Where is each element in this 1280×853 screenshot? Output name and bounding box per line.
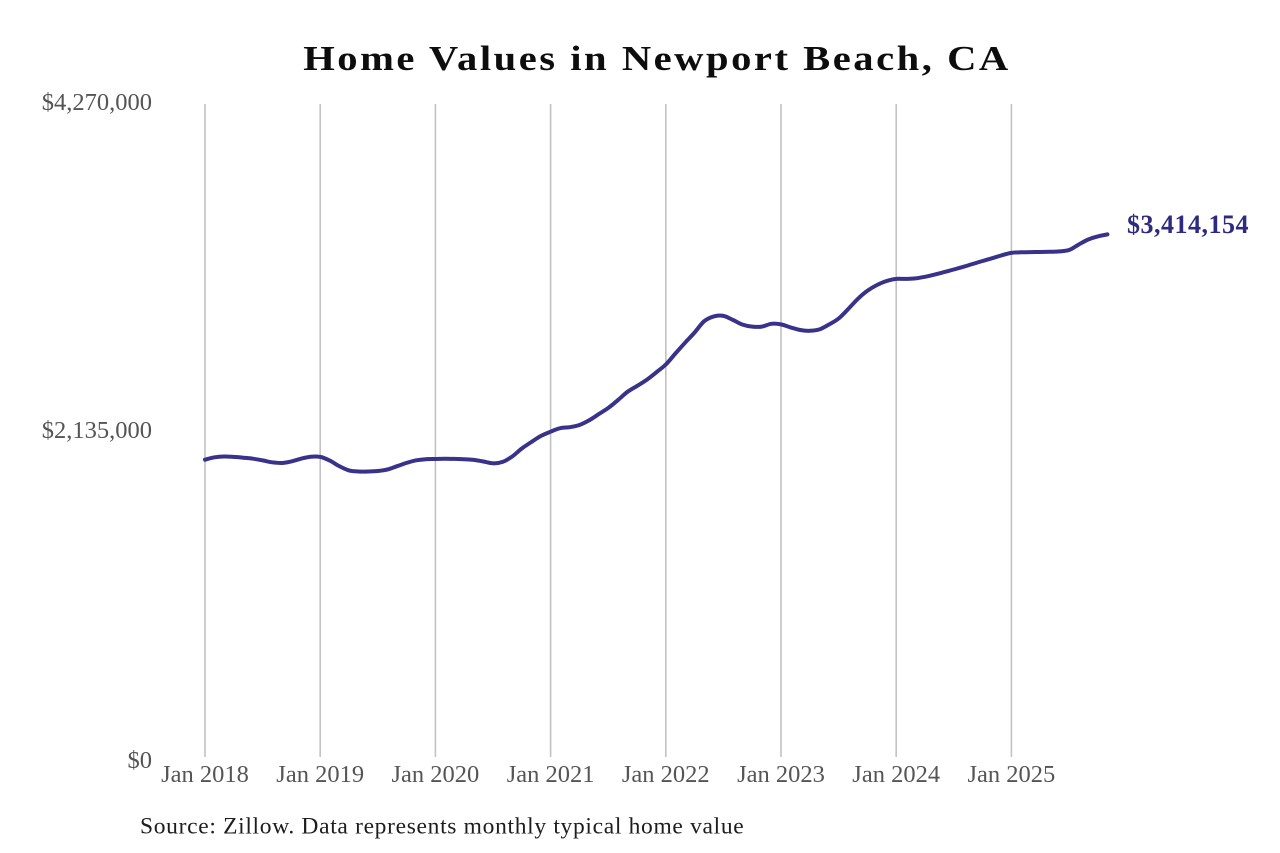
svg-text:Jan 2022: Jan 2022	[622, 761, 710, 788]
svg-text:Jan 2023: Jan 2023	[737, 761, 825, 788]
svg-text:$3,414,154: $3,414,154	[1127, 210, 1249, 239]
svg-text:Jan 2019: Jan 2019	[276, 761, 364, 788]
svg-text:Jan 2018: Jan 2018	[161, 761, 249, 788]
svg-text:Source: Zillow. Data represent: Source: Zillow. Data represents monthly …	[140, 814, 744, 840]
svg-text:Home Values in Newport Beach,: Home Values in Newport Beach, CA	[303, 39, 1011, 78]
svg-text:Jan 2024: Jan 2024	[852, 761, 940, 788]
svg-text:$2,135,000: $2,135,000	[42, 417, 152, 444]
svg-text:$0: $0	[128, 747, 153, 774]
svg-text:Jan 2020: Jan 2020	[392, 761, 480, 788]
svg-text:Jan 2025: Jan 2025	[968, 761, 1056, 788]
svg-text:$4,270,000: $4,270,000	[42, 89, 152, 116]
svg-text:Jan 2021: Jan 2021	[507, 761, 595, 788]
